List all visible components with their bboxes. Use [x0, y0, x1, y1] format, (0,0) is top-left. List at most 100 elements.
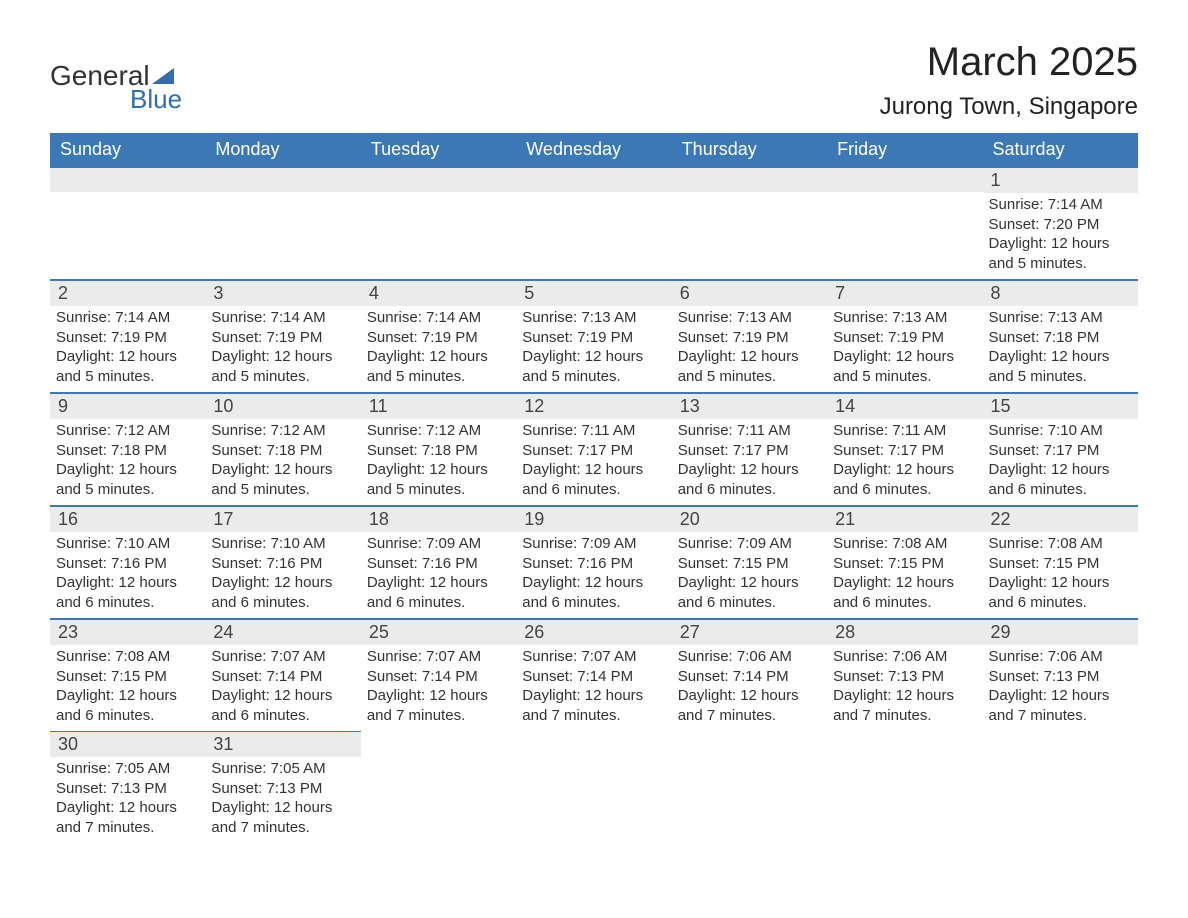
- day-number: [516, 732, 671, 756]
- daylight-line: Daylight: 12 hours and 5 minutes.: [989, 347, 1132, 386]
- sunset-line: Sunset: 7:14 PM: [678, 667, 821, 687]
- day-details: [672, 192, 827, 262]
- logo: General Blue: [50, 60, 182, 115]
- calendar-cell: 4Sunrise: 7:14 AMSunset: 7:19 PMDaylight…: [361, 280, 516, 393]
- sunset-line: Sunset: 7:20 PM: [989, 215, 1132, 235]
- day-details: Sunrise: 7:12 AMSunset: 7:18 PMDaylight:…: [50, 419, 205, 505]
- calendar-week-row: 30Sunrise: 7:05 AMSunset: 7:13 PMDayligh…: [50, 732, 1138, 844]
- day-details: Sunrise: 7:11 AMSunset: 7:17 PMDaylight:…: [827, 419, 982, 505]
- day-number: [516, 168, 671, 192]
- daylight-line: Daylight: 12 hours and 6 minutes.: [211, 686, 354, 725]
- calendar-cell: 21Sunrise: 7:08 AMSunset: 7:15 PMDayligh…: [827, 506, 982, 619]
- sunrise-line: Sunrise: 7:07 AM: [522, 647, 665, 667]
- weekday-header: Monday: [205, 133, 360, 167]
- day-details: Sunrise: 7:10 AMSunset: 7:16 PMDaylight:…: [205, 532, 360, 618]
- calendar-week-row: 2Sunrise: 7:14 AMSunset: 7:19 PMDaylight…: [50, 280, 1138, 393]
- calendar-cell: 17Sunrise: 7:10 AMSunset: 7:16 PMDayligh…: [205, 506, 360, 619]
- day-number: [361, 732, 516, 756]
- calendar-week-row: 16Sunrise: 7:10 AMSunset: 7:16 PMDayligh…: [50, 506, 1138, 619]
- sunset-line: Sunset: 7:18 PM: [211, 441, 354, 461]
- sunrise-line: Sunrise: 7:10 AM: [989, 421, 1132, 441]
- day-details: Sunrise: 7:06 AMSunset: 7:13 PMDaylight:…: [983, 645, 1138, 731]
- daylight-line: Daylight: 12 hours and 6 minutes.: [833, 573, 976, 612]
- sunset-line: Sunset: 7:19 PM: [833, 328, 976, 348]
- day-details: Sunrise: 7:14 AMSunset: 7:19 PMDaylight:…: [50, 306, 205, 392]
- calendar-cell: [672, 167, 827, 280]
- calendar-week-row: 9Sunrise: 7:12 AMSunset: 7:18 PMDaylight…: [50, 393, 1138, 506]
- day-number: [361, 168, 516, 192]
- sunrise-line: Sunrise: 7:12 AM: [367, 421, 510, 441]
- day-number: 10: [205, 394, 360, 419]
- calendar-week-row: 1Sunrise: 7:14 AMSunset: 7:20 PMDaylight…: [50, 167, 1138, 280]
- daylight-line: Daylight: 12 hours and 6 minutes.: [522, 460, 665, 499]
- sunset-line: Sunset: 7:13 PM: [989, 667, 1132, 687]
- weekday-header: Sunday: [50, 133, 205, 167]
- day-details: Sunrise: 7:06 AMSunset: 7:13 PMDaylight:…: [827, 645, 982, 731]
- weekday-header: Tuesday: [361, 133, 516, 167]
- calendar-cell: 25Sunrise: 7:07 AMSunset: 7:14 PMDayligh…: [361, 619, 516, 732]
- weekday-header: Saturday: [983, 133, 1138, 167]
- daylight-line: Daylight: 12 hours and 5 minutes.: [56, 460, 199, 499]
- calendar-cell: 6Sunrise: 7:13 AMSunset: 7:19 PMDaylight…: [672, 280, 827, 393]
- calendar-cell: 16Sunrise: 7:10 AMSunset: 7:16 PMDayligh…: [50, 506, 205, 619]
- calendar-cell: 7Sunrise: 7:13 AMSunset: 7:19 PMDaylight…: [827, 280, 982, 393]
- sunrise-line: Sunrise: 7:09 AM: [522, 534, 665, 554]
- day-number: 29: [983, 620, 1138, 645]
- day-number: 12: [516, 394, 671, 419]
- sunrise-line: Sunrise: 7:13 AM: [989, 308, 1132, 328]
- daylight-line: Daylight: 12 hours and 5 minutes.: [56, 347, 199, 386]
- day-number: 1: [983, 168, 1138, 193]
- sunrise-line: Sunrise: 7:13 AM: [678, 308, 821, 328]
- calendar-cell: 13Sunrise: 7:11 AMSunset: 7:17 PMDayligh…: [672, 393, 827, 506]
- day-details: Sunrise: 7:14 AMSunset: 7:20 PMDaylight:…: [983, 193, 1138, 279]
- day-number: 22: [983, 507, 1138, 532]
- day-number: 14: [827, 394, 982, 419]
- day-details: Sunrise: 7:11 AMSunset: 7:17 PMDaylight:…: [672, 419, 827, 505]
- sunset-line: Sunset: 7:14 PM: [211, 667, 354, 687]
- calendar-body: 1Sunrise: 7:14 AMSunset: 7:20 PMDaylight…: [50, 167, 1138, 843]
- daylight-line: Daylight: 12 hours and 6 minutes.: [522, 573, 665, 612]
- day-number: [50, 168, 205, 192]
- day-details: Sunrise: 7:07 AMSunset: 7:14 PMDaylight:…: [205, 645, 360, 731]
- daylight-line: Daylight: 12 hours and 6 minutes.: [211, 573, 354, 612]
- day-details: [361, 756, 516, 826]
- day-details: [672, 756, 827, 826]
- sunrise-line: Sunrise: 7:09 AM: [678, 534, 821, 554]
- sunrise-line: Sunrise: 7:12 AM: [211, 421, 354, 441]
- daylight-line: Daylight: 12 hours and 5 minutes.: [367, 460, 510, 499]
- daylight-line: Daylight: 12 hours and 5 minutes.: [211, 347, 354, 386]
- daylight-line: Daylight: 12 hours and 5 minutes.: [522, 347, 665, 386]
- sunset-line: Sunset: 7:14 PM: [367, 667, 510, 687]
- day-number: 15: [983, 394, 1138, 419]
- daylight-line: Daylight: 12 hours and 5 minutes.: [678, 347, 821, 386]
- day-details: Sunrise: 7:12 AMSunset: 7:18 PMDaylight:…: [361, 419, 516, 505]
- sunset-line: Sunset: 7:13 PM: [56, 779, 199, 799]
- daylight-line: Daylight: 12 hours and 5 minutes.: [367, 347, 510, 386]
- day-details: Sunrise: 7:08 AMSunset: 7:15 PMDaylight:…: [983, 532, 1138, 618]
- calendar-cell: 24Sunrise: 7:07 AMSunset: 7:14 PMDayligh…: [205, 619, 360, 732]
- day-number: 11: [361, 394, 516, 419]
- day-details: Sunrise: 7:13 AMSunset: 7:19 PMDaylight:…: [827, 306, 982, 392]
- calendar-cell: [516, 732, 671, 844]
- calendar-cell: 15Sunrise: 7:10 AMSunset: 7:17 PMDayligh…: [983, 393, 1138, 506]
- day-details: Sunrise: 7:08 AMSunset: 7:15 PMDaylight:…: [50, 645, 205, 731]
- sunrise-line: Sunrise: 7:07 AM: [211, 647, 354, 667]
- calendar-cell: 3Sunrise: 7:14 AMSunset: 7:19 PMDaylight…: [205, 280, 360, 393]
- day-details: [983, 756, 1138, 826]
- day-number: 6: [672, 281, 827, 306]
- day-details: [205, 192, 360, 262]
- sunrise-line: Sunrise: 7:14 AM: [56, 308, 199, 328]
- header: General Blue March 2025 Jurong Town, Sin…: [50, 40, 1138, 121]
- sunrise-line: Sunrise: 7:07 AM: [367, 647, 510, 667]
- day-details: [50, 192, 205, 262]
- calendar-week-row: 23Sunrise: 7:08 AMSunset: 7:15 PMDayligh…: [50, 619, 1138, 732]
- calendar-cell: 31Sunrise: 7:05 AMSunset: 7:13 PMDayligh…: [205, 732, 360, 844]
- day-number: [672, 168, 827, 192]
- calendar-cell: 29Sunrise: 7:06 AMSunset: 7:13 PMDayligh…: [983, 619, 1138, 732]
- sunrise-line: Sunrise: 7:05 AM: [211, 759, 354, 779]
- daylight-line: Daylight: 12 hours and 7 minutes.: [678, 686, 821, 725]
- sunset-line: Sunset: 7:18 PM: [367, 441, 510, 461]
- daylight-line: Daylight: 12 hours and 6 minutes.: [56, 686, 199, 725]
- weekday-header: Friday: [827, 133, 982, 167]
- sunrise-line: Sunrise: 7:11 AM: [833, 421, 976, 441]
